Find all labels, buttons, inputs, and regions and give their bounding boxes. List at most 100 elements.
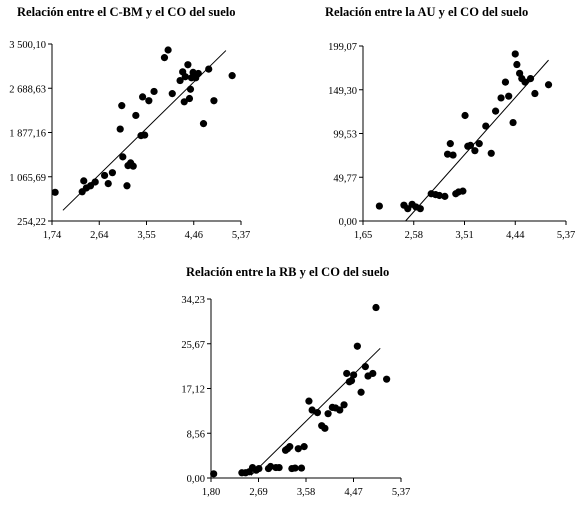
data-point [459, 187, 467, 195]
x-tick-label: 5,37 [557, 230, 575, 241]
y-tick-label: 1 877,16 [9, 129, 46, 140]
data-point [160, 54, 169, 62]
y-tick-label: 199,07 [328, 42, 357, 53]
data-point [199, 120, 208, 128]
data-point [104, 180, 112, 188]
data-point [286, 443, 294, 451]
data-point [210, 470, 218, 478]
data-point [544, 81, 553, 89]
y-tick-label: 49,77 [333, 173, 357, 184]
data-point [181, 73, 189, 81]
x-tick-label: 1,80 [202, 487, 220, 498]
chart-3-title: Relación entre la RB y el CO del suelo [186, 265, 390, 279]
data-point [185, 94, 194, 103]
data-point [129, 162, 137, 170]
data-point [164, 46, 172, 54]
data-point [51, 188, 59, 196]
data-point [404, 205, 412, 213]
data-point [475, 140, 483, 148]
x-tick-label: 3,51 [455, 230, 473, 241]
chart-1-title: Relación entre el C-BM y el CO del suelo [17, 5, 236, 19]
data-point [449, 151, 457, 159]
data-point [340, 401, 348, 409]
data-point [184, 61, 192, 69]
data-point [108, 169, 116, 177]
x-tick-label: 4,47 [344, 487, 362, 498]
data-point [176, 76, 184, 85]
data-point [308, 406, 316, 414]
y-tick-label: 8,56 [187, 429, 205, 440]
data-point [446, 140, 454, 148]
x-tick-label: 2,69 [249, 487, 267, 498]
data-point [492, 107, 500, 115]
data-point [441, 192, 449, 200]
data-point [194, 69, 202, 78]
data-point [168, 90, 176, 98]
data-point [526, 74, 535, 83]
data-point [461, 111, 469, 120]
y-tick-label: 0,00 [339, 217, 357, 228]
x-tick-label: 5,37 [392, 487, 410, 498]
data-point [357, 388, 365, 396]
data-point [228, 72, 236, 80]
x-tick-label: 4,44 [506, 230, 525, 241]
y-tick-label: 2 688,63 [9, 84, 46, 95]
data-point [180, 98, 188, 106]
x-tick-label: 4,46 [185, 230, 203, 241]
y-tick-label: 25,67 [181, 340, 205, 351]
data-point [300, 443, 308, 451]
data-point [186, 85, 195, 93]
y-tick-label: 99,53 [333, 130, 357, 141]
data-point [513, 60, 521, 69]
chart-1: 1,74 2,64 3,55 4,46 5,37 254,22 1 065,69 1 877,… [9, 40, 250, 241]
data-point [466, 141, 475, 149]
data-point [497, 94, 505, 102]
data-point [521, 78, 529, 86]
data-point [443, 150, 452, 158]
data-point [297, 464, 306, 472]
data-point [80, 177, 88, 185]
data-point [118, 102, 126, 110]
data-point [132, 111, 140, 120]
data-point [531, 89, 539, 98]
data-point [361, 363, 369, 371]
chart-2-title: Relación entre la AU y el CO del suelo [325, 5, 529, 19]
y-tick-label: 17,12 [181, 385, 205, 396]
data-point [482, 122, 490, 130]
y-tick-label: 34,23 [181, 295, 205, 306]
data-point [350, 371, 358, 379]
data-point [145, 97, 153, 105]
data-point [267, 462, 275, 471]
x-tick-label: 5,37 [232, 230, 250, 241]
data-point [119, 153, 127, 161]
data-point [321, 424, 329, 432]
data-point [435, 191, 443, 200]
data-point [509, 118, 517, 127]
data-point [511, 50, 519, 58]
x-tick-label: 3,58 [297, 487, 315, 498]
data-point [353, 342, 361, 350]
y-tick-label: 1 065,69 [9, 173, 46, 184]
x-tick-label: 2,64 [90, 230, 109, 241]
data-point [116, 125, 124, 133]
data-point [291, 464, 299, 472]
data-point [150, 87, 158, 96]
data-point [416, 205, 424, 213]
x-tick-label: 1,74 [43, 230, 62, 241]
y-tick-label: 254,22 [17, 217, 46, 228]
y-tick-label: 3 500,10 [9, 40, 46, 51]
data-point [487, 149, 495, 157]
data-point [369, 369, 377, 378]
data-point [294, 445, 302, 453]
data-point [141, 131, 149, 139]
data-point [471, 147, 479, 155]
data-point [375, 202, 383, 210]
data-point [138, 93, 147, 101]
data-point [372, 303, 380, 312]
data-point [324, 410, 332, 418]
data-point [275, 463, 283, 472]
x-tick-label: 1,65 [354, 230, 372, 241]
data-point [205, 65, 213, 73]
data-point [313, 409, 322, 417]
